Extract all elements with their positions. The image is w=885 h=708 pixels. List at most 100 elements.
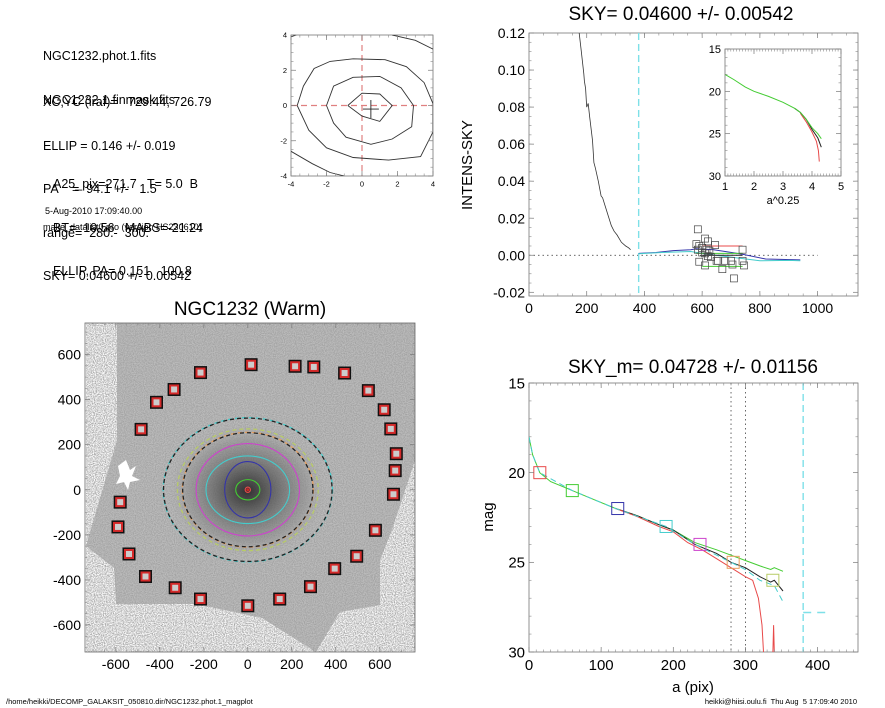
contour-line xyxy=(347,92,393,122)
isophote-blue xyxy=(224,461,272,519)
x-tick-label: -200 xyxy=(190,656,218,672)
sky-box-inner xyxy=(365,387,372,394)
y-tick-label: -0.02 xyxy=(493,284,525,300)
sky-box-point xyxy=(740,261,748,270)
x-tick-label: 4 xyxy=(431,180,435,189)
sky-box-inner xyxy=(276,596,283,603)
sky-box-inner xyxy=(353,553,360,560)
x-tick-label: 0 xyxy=(525,657,533,674)
sky-box-point xyxy=(738,256,747,265)
y-tick-label: 4 xyxy=(283,31,287,40)
x-tick-label: 400 xyxy=(324,656,348,672)
y-tick-label: 600 xyxy=(58,347,82,363)
sky-box-point xyxy=(704,237,712,246)
sky-box-inner xyxy=(171,386,178,393)
sky-mag-data xyxy=(529,383,829,652)
sky-intens-ylabel: INTENS-SKY xyxy=(459,120,476,210)
sky-box-inner xyxy=(387,425,394,432)
inset-series-red xyxy=(799,113,820,162)
y-tick-label: 0.00 xyxy=(498,247,525,263)
sky-mag-ylabel: mag xyxy=(480,502,497,531)
param-ellip-pa: ELLIP, PA= 0.151 100.8 xyxy=(53,264,192,278)
sky-box-inner xyxy=(390,491,397,498)
param-bt: BT= 10.56 MABS=-21.24 xyxy=(53,220,204,235)
x-tick-label: 5 xyxy=(838,181,844,193)
sky-box-point xyxy=(728,260,737,269)
sky-box-inner xyxy=(307,583,314,590)
y-tick-label: 0.02 xyxy=(498,210,525,226)
sky-box-point xyxy=(730,274,738,283)
mag-marker-magenta xyxy=(693,537,707,551)
x-tick-label: 1000 xyxy=(802,300,833,316)
y-tick-label: 20 xyxy=(508,465,525,482)
y-tick-label: 2 xyxy=(283,66,287,75)
isophote-black xyxy=(182,432,314,548)
sky-box-inner xyxy=(372,527,379,534)
sky-mag-axes: 0 100 200 300 400 15 20 25 30 xyxy=(508,375,858,674)
fit-params: XC,YC (iraf)= 729.44, 726.79 ELLIP = 0.1… xyxy=(43,66,212,298)
x-tick-label: 2 xyxy=(395,180,399,189)
sky-intens-data xyxy=(529,33,818,296)
sky-box-inner xyxy=(138,426,145,433)
sky-box-point xyxy=(711,241,719,249)
mag-marker-cyan xyxy=(659,519,673,533)
sky-mag-title: SKY_m= 0.04728 +/- 0.01156 xyxy=(568,357,818,378)
sky-box-inner xyxy=(126,550,132,557)
inset-xlabel: a^0.25 xyxy=(767,195,800,207)
sky-intens-axes: 0 200 400 600 800 1000 -0.02 0.00 0.02 0.04 0.06 0.… xyxy=(493,25,858,316)
mag-series-black xyxy=(615,508,784,592)
param-center: XC,YC (iraf)= 729.44, 726.79 xyxy=(43,95,212,109)
intensity-profile xyxy=(578,33,631,250)
y-tick-label: -4 xyxy=(280,172,287,181)
y-tick-label: 200 xyxy=(58,437,82,453)
sky-boxes xyxy=(111,358,403,613)
mag-series-cyan xyxy=(529,436,784,603)
mag-series-red xyxy=(615,508,764,652)
y-tick-label: 15 xyxy=(709,44,721,56)
sky-box-point xyxy=(701,261,709,270)
program-version: make_datalist0.pro (version HS230610) xyxy=(43,222,202,232)
x-tick-label: 800 xyxy=(748,300,772,316)
sky-box-point xyxy=(701,234,709,243)
mag-series-red-spike xyxy=(772,625,775,652)
mask-file: NGC1232.1.finmask.fits xyxy=(43,92,175,107)
y-tick-label: 0.12 xyxy=(498,25,525,41)
contour-line xyxy=(326,75,414,145)
galaxy-axes: -600 -400 -200 0 200 400 600 -600 -400 -200 0 200 40… xyxy=(53,323,415,672)
timestamp: 5-Aug-2010 17:09:40.00 xyxy=(45,206,143,216)
x-tick-label: 400 xyxy=(633,300,657,316)
y-tick-label: -600 xyxy=(53,617,81,633)
x-tick-label: 2 xyxy=(751,181,757,193)
sky-box-inner xyxy=(142,573,149,580)
x-tick-label: 3 xyxy=(780,181,786,193)
y-tick-label: 25 xyxy=(508,555,525,572)
x-tick-label: 200 xyxy=(575,300,599,316)
inset-data xyxy=(724,73,822,162)
y-tick-label: 30 xyxy=(508,644,525,661)
isophote-ellipses xyxy=(162,416,334,563)
inset-frame xyxy=(724,48,842,177)
y-tick-label: -400 xyxy=(53,572,81,588)
y-tick-label: 0 xyxy=(73,482,81,498)
x-tick-label: 400 xyxy=(805,657,830,674)
sky-box-inner xyxy=(248,361,255,368)
x-tick-label: -2 xyxy=(323,180,330,189)
sky-mag-frame xyxy=(528,382,859,653)
sky-box-inner xyxy=(197,596,204,603)
sky-box-inner xyxy=(117,499,124,506)
y-tick-label: 0 xyxy=(283,101,287,110)
footer-path: /home/heikki/DECOMP_GALAKSIT_050810.dir/… xyxy=(6,697,253,706)
isophote-cyan xyxy=(205,455,291,525)
y-tick-label: 20 xyxy=(709,86,721,98)
inset-panel: 1 2 3 4 5 15 20 25 30 a^0.25 xyxy=(709,44,844,207)
sky-box-inner xyxy=(392,467,399,474)
sky-box-inner xyxy=(197,369,204,376)
isophote-magenta xyxy=(195,443,301,537)
footer-user-time: heikki@hiisi.oulu.fi Thu Aug 5 17:09:40 … xyxy=(704,697,857,706)
isophote-black xyxy=(162,417,333,563)
y-tick-label: -2 xyxy=(280,136,287,145)
input-files: NGC1232.phot.1.fits NGC1232.1.finmask.fi… xyxy=(43,20,175,122)
y-tick-label: 0.06 xyxy=(498,136,525,152)
contour-line xyxy=(291,150,345,176)
